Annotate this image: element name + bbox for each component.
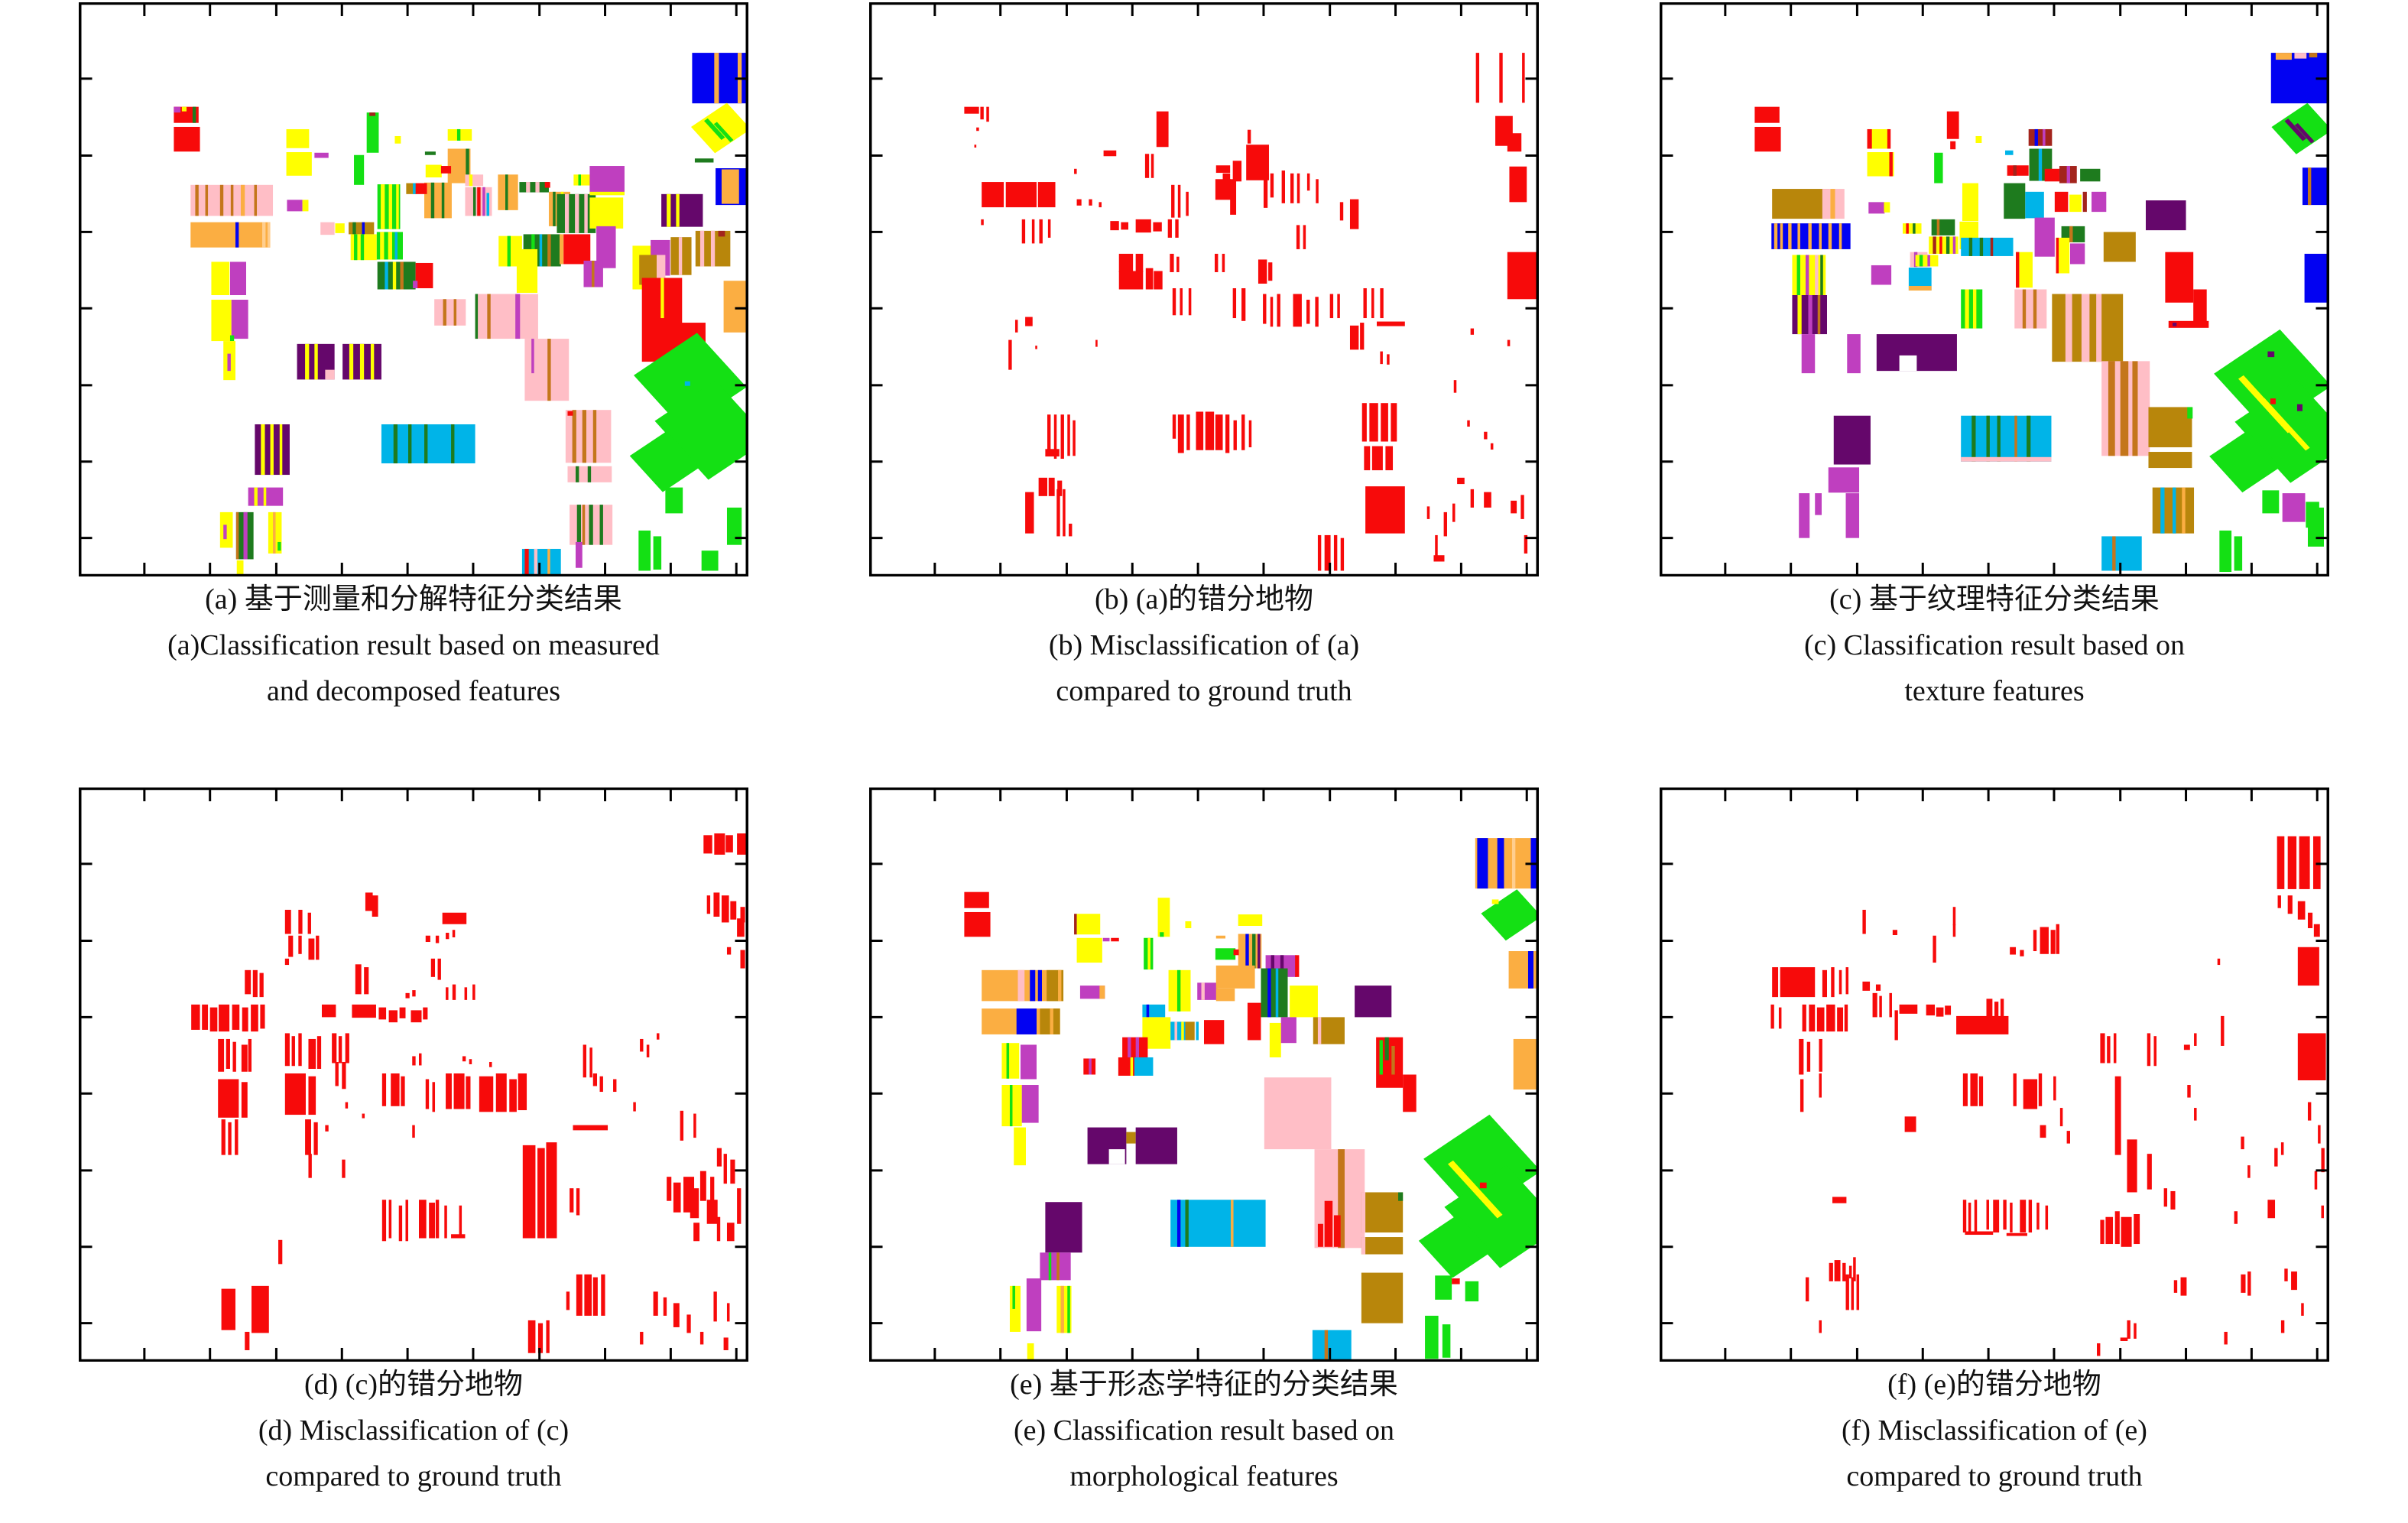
caption-line: (f) Misclassification of (e): [1842, 1414, 2147, 1447]
caption-line: (b) Misclassification of (a): [1048, 629, 1360, 661]
caption-line: (d) Misclassification of (c): [258, 1414, 570, 1447]
panel-c: (c) 基于纹理特征分类结果 (c) Classification result…: [1660, 2, 2329, 707]
caption-line: (d) (c)的错分地物: [304, 1369, 523, 1401]
caption-line: (e) Classification result based on: [1013, 1414, 1395, 1447]
panel-c-caption: (c) 基于纹理特征分类结果 (c) Classification result…: [1597, 576, 2392, 714]
caption-line: (f) (e)的错分地物: [1887, 1369, 2101, 1401]
panel-d: (d) (c)的错分地物 (d) Misclassification of (c…: [79, 787, 748, 1492]
caption-line: (c) Classification result based on: [1803, 629, 2186, 661]
panel-b: (b) (a)的错分地物 (b) Misclassification of (a…: [869, 2, 1539, 707]
panel-d-image: [79, 787, 748, 1362]
caption-line: (a) 基于测量和分解特征分类结果: [205, 583, 622, 615]
panel-a-caption: (a) 基于测量和分解特征分类结果 (a)Classification resu…: [16, 576, 811, 714]
caption-line: (e) 基于形态学特征的分类结果: [1010, 1369, 1398, 1401]
caption-line: and decomposed features: [266, 675, 561, 707]
caption-line: compared to ground truth: [265, 1460, 562, 1492]
panel-f-image: [1660, 787, 2329, 1362]
panel-e-caption: (e) 基于形态学特征的分类结果 (e) Classification resu…: [806, 1362, 1602, 1499]
panel-c-image: [1660, 2, 2329, 576]
panel-a: (a) 基于测量和分解特征分类结果 (a)Classification resu…: [79, 2, 748, 707]
panel-b-image: [869, 2, 1539, 576]
panel-f-caption: (f) (e)的错分地物 (f) Misclassification of (e…: [1597, 1362, 2392, 1499]
panel-a-image: [79, 2, 748, 576]
panel-e-image: [869, 787, 1539, 1362]
caption-line: (c) 基于纹理特征分类结果: [1829, 583, 2160, 615]
caption-line: morphological features: [1069, 1460, 1339, 1492]
caption-line: compared to ground truth: [1056, 675, 1352, 707]
caption-line: (b) (a)的错分地物: [1095, 583, 1313, 615]
caption-line: (a)Classification result based on measur…: [167, 629, 660, 661]
caption-line: compared to ground truth: [1846, 1460, 2143, 1492]
caption-line: texture features: [1904, 675, 2085, 707]
panel-e: (e) 基于形态学特征的分类结果 (e) Classification resu…: [869, 787, 1539, 1492]
panel-f: (f) (e)的错分地物 (f) Misclassification of (e…: [1660, 787, 2329, 1492]
panel-b-caption: (b) (a)的错分地物 (b) Misclassification of (a…: [806, 576, 1602, 714]
panel-d-caption: (d) (c)的错分地物 (d) Misclassification of (c…: [16, 1362, 811, 1499]
